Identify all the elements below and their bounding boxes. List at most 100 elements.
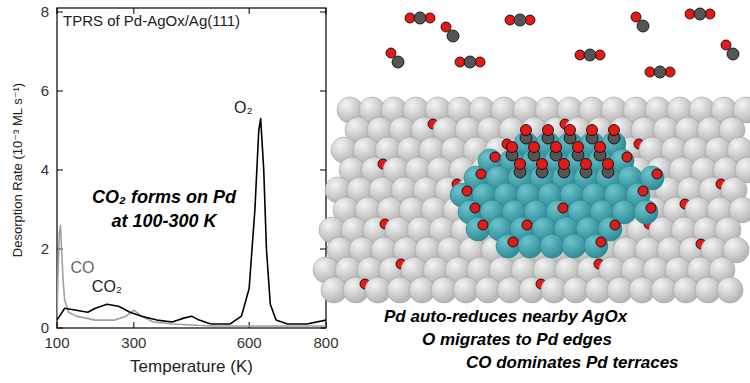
y-axis-label: Desorption Rate (10⁻³ ML s⁻¹)	[10, 83, 25, 257]
o-atom	[508, 237, 518, 247]
o-atom	[646, 203, 656, 213]
co-oxygen	[721, 40, 731, 50]
co2-carbon	[694, 8, 706, 20]
co-oxygen	[565, 125, 576, 136]
chart-title: TPRS of Pd-AgOx/Ag(111)	[63, 12, 240, 29]
co-oxygen	[609, 125, 620, 136]
pd-atom	[584, 234, 608, 258]
y-tick	[320, 328, 326, 329]
x-tick-label: 600	[237, 334, 262, 351]
series-label: CO₂	[92, 278, 122, 295]
caption: O migrates to Pd edges	[422, 330, 612, 349]
co2-oxygen	[405, 13, 415, 23]
x-tick	[249, 322, 250, 328]
y-tick-label: 4	[41, 161, 49, 178]
x-tick	[326, 322, 327, 328]
co-oxygen	[603, 159, 614, 170]
co2-oxygen	[575, 50, 585, 60]
co-carbon	[392, 56, 404, 68]
co2-oxygen	[525, 15, 535, 25]
co-oxygen	[573, 142, 584, 153]
o-atom	[558, 203, 568, 213]
co2-oxygen	[685, 9, 695, 19]
x-tick-label: 800	[313, 334, 338, 351]
pd-atom	[466, 217, 490, 241]
y-tick	[57, 91, 63, 92]
co2-carbon	[414, 12, 426, 24]
co2-oxygen	[505, 15, 515, 25]
o-atom	[596, 237, 606, 247]
y-tick	[320, 170, 326, 171]
o-atom	[610, 220, 620, 230]
co2-carbon	[514, 14, 526, 26]
series-line	[211, 119, 326, 324]
co2-oxygen	[645, 67, 655, 77]
x-tick	[326, 8, 327, 14]
o-atom	[522, 220, 532, 230]
co2-carbon	[464, 56, 476, 68]
caption: Pd auto-reduces nearby AgOx	[384, 307, 629, 326]
y-tick	[320, 249, 326, 250]
co-oxygen	[441, 22, 451, 32]
co2-oxygen	[455, 57, 465, 67]
y-tick	[57, 328, 63, 329]
co-oxygen	[543, 125, 554, 136]
y-tick-label: 8	[41, 3, 49, 20]
pd-atom	[540, 234, 564, 258]
x-axis-label: Temperature (K)	[130, 357, 253, 376]
co2-oxygen	[595, 50, 605, 60]
co2-carbon	[654, 66, 666, 78]
co-oxygen	[631, 12, 641, 22]
co2-oxygen	[705, 9, 715, 19]
o-atom	[470, 203, 480, 213]
pd-atom	[496, 234, 520, 258]
co-oxygen	[581, 159, 592, 170]
co-oxygen	[587, 125, 598, 136]
x-tick-label: 100	[44, 334, 69, 351]
x-tick	[249, 8, 250, 14]
co-oxygen	[559, 159, 570, 170]
co2-oxygen	[425, 13, 435, 23]
y-tick	[320, 91, 326, 92]
x-tick	[57, 322, 58, 328]
co2-carbon	[584, 49, 596, 61]
y-tick-label: 0	[41, 319, 49, 336]
o-atom	[490, 152, 500, 162]
series-line	[57, 304, 211, 324]
y-tick-label: 6	[41, 82, 49, 99]
co2-oxygen	[475, 57, 485, 67]
co-carbon	[447, 30, 459, 42]
ag-atom	[717, 277, 743, 303]
co-carbon	[727, 48, 739, 60]
o-atom	[478, 220, 488, 230]
co-oxygen	[507, 142, 518, 153]
co-oxygen	[529, 142, 540, 153]
o-atom	[476, 169, 486, 179]
x-tick-label: 300	[121, 334, 146, 351]
illustration	[313, 8, 750, 303]
co-carbon	[637, 20, 649, 32]
co-oxygen	[386, 48, 396, 58]
plot-frame	[57, 8, 326, 328]
annotation: CO₂ forms on Pd	[92, 187, 237, 207]
co-oxygen	[537, 159, 548, 170]
y-tick-label: 2	[41, 240, 49, 257]
annotation: at 100-300 K	[111, 211, 218, 231]
x-tick	[133, 322, 134, 328]
series-label: CO	[70, 259, 94, 276]
o-atom	[622, 152, 632, 162]
co-oxygen	[595, 142, 606, 153]
caption: CO dominates Pd terraces	[466, 353, 679, 372]
pd-atom	[518, 234, 542, 258]
figure: 100 300 600 800 0 2 4 6 8 Temperature (K) Desorpti…	[0, 0, 750, 383]
co-oxygen	[551, 142, 562, 153]
co-oxygen	[515, 159, 526, 170]
o-atom	[462, 186, 472, 196]
o-atom	[638, 186, 648, 196]
label-group: COCO₂O₂	[70, 99, 252, 296]
y-tick	[57, 170, 63, 171]
co-oxygen	[521, 125, 532, 136]
y-tick	[320, 12, 326, 13]
o-atom	[652, 169, 662, 179]
pd-atom	[634, 200, 658, 224]
